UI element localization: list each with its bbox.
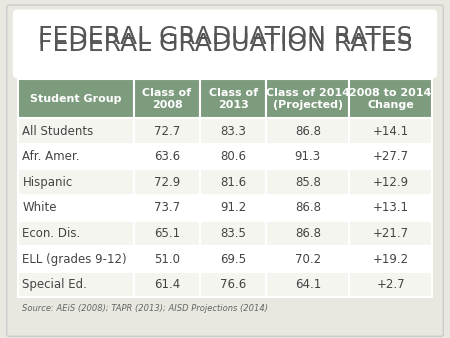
Text: Student Group: Student Group [30,94,122,104]
Text: 81.6: 81.6 [220,176,246,189]
Text: 73.7: 73.7 [154,201,180,214]
Text: 86.8: 86.8 [295,125,321,138]
Text: +14.1: +14.1 [373,125,409,138]
Text: 80.6: 80.6 [220,150,246,163]
Text: 2008 to 2014
Change: 2008 to 2014 Change [349,88,432,110]
Text: 91.2: 91.2 [220,201,247,214]
Text: +12.9: +12.9 [373,176,409,189]
Text: Source: AEiS (2008); TAPR (2013); AISD Projections (2014): Source: AEiS (2008); TAPR (2013); AISD P… [22,304,269,313]
Text: 70.2: 70.2 [295,252,321,266]
Text: 86.8: 86.8 [295,201,321,214]
Text: FEDERAL GRADUATION RATES: FEDERAL GRADUATION RATES [38,25,412,49]
Text: 61.4: 61.4 [154,278,180,291]
Text: 65.1: 65.1 [154,227,180,240]
Text: White: White [22,201,57,214]
Text: +21.7: +21.7 [373,227,409,240]
Text: Afr. Amer.: Afr. Amer. [22,150,80,163]
Text: 83.3: 83.3 [220,125,246,138]
Text: 64.1: 64.1 [295,278,321,291]
Text: +27.7: +27.7 [373,150,409,163]
Text: ELL (grades 9-12): ELL (grades 9-12) [22,252,127,266]
Text: 85.8: 85.8 [295,176,321,189]
Text: 76.6: 76.6 [220,278,247,291]
Text: Class of
2008: Class of 2008 [143,88,192,110]
Text: All Students: All Students [22,125,94,138]
Text: Econ. Dis.: Econ. Dis. [22,227,81,240]
Text: Class of
2013: Class of 2013 [209,88,258,110]
Text: 72.7: 72.7 [154,125,180,138]
Text: FEDERAL GRADUATION RATES: FEDERAL GRADUATION RATES [38,32,412,56]
Text: +19.2: +19.2 [373,252,409,266]
Text: 51.0: 51.0 [154,252,180,266]
Text: +2.7: +2.7 [376,278,405,291]
Text: 72.9: 72.9 [154,176,180,189]
Text: +13.1: +13.1 [373,201,409,214]
Text: 91.3: 91.3 [295,150,321,163]
Text: Hispanic: Hispanic [22,176,73,189]
Text: 63.6: 63.6 [154,150,180,163]
Text: Special Ed.: Special Ed. [22,278,87,291]
Text: 69.5: 69.5 [220,252,246,266]
Text: 83.5: 83.5 [220,227,246,240]
Text: Class of 2014
(Projected): Class of 2014 (Projected) [266,88,350,110]
Text: 86.8: 86.8 [295,227,321,240]
